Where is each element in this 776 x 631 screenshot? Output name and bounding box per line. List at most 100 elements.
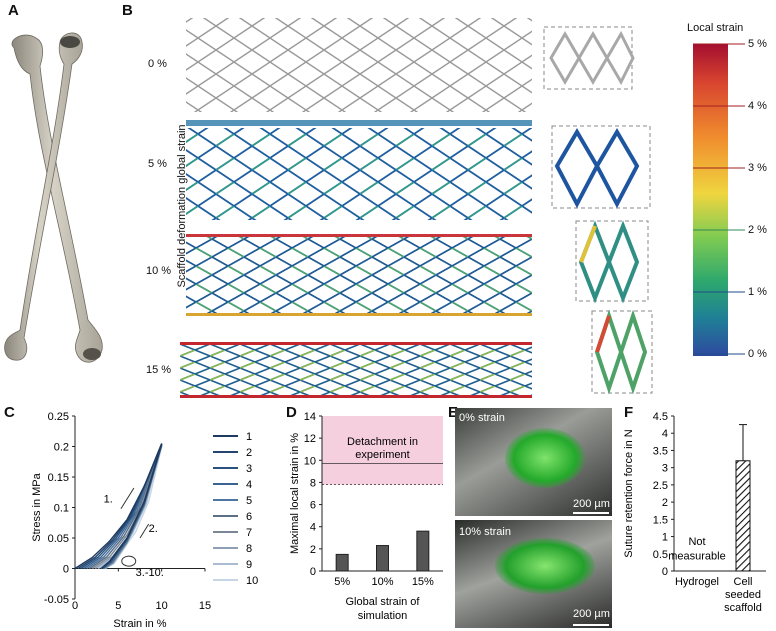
- crossed-bones-illustration: [4, 32, 103, 363]
- d-ytick-label: 12: [304, 433, 316, 445]
- c-xtick-label: 10: [156, 600, 168, 612]
- c-legend-label: 3: [246, 463, 252, 475]
- scalebar-label-top: 200 µm: [573, 498, 610, 510]
- d-detachment-band: [322, 416, 443, 485]
- d-xtick-label: 15%: [412, 576, 434, 588]
- c-xlabel: Strain in %: [113, 618, 166, 630]
- c-xtick-label: 5: [115, 600, 121, 612]
- d-band-label-2: experiment: [355, 449, 409, 461]
- colorbar-tick-1: 1 %: [748, 286, 767, 298]
- scalebar-label-bottom: 200 µm: [573, 608, 610, 620]
- d-ytick-label: 4: [310, 522, 316, 534]
- colorbar-tick-4: 4 %: [748, 100, 767, 112]
- d-ytick-label: 8: [310, 477, 316, 489]
- suture-retention-chart: 0 0.5 1 1.5 2 2.5 3 3.5 4 4.5 Hydrogel Cellseededsc…: [623, 411, 766, 614]
- f-xtick-label: seeded: [725, 589, 761, 601]
- d-band-label-1: Detachment in: [347, 436, 418, 448]
- c-legend-label: 6: [246, 511, 252, 523]
- panel-label-b: B: [122, 2, 133, 19]
- c-legend-label: 4: [246, 479, 252, 491]
- micrograph-label-10: 10% strain: [459, 526, 511, 538]
- c-arrow-1: [120, 487, 135, 509]
- f-bar: [735, 460, 751, 572]
- c-legend-label: 8: [246, 543, 252, 555]
- colorbar-gradient: [693, 44, 728, 356]
- c-series-cycle-5: [86, 444, 163, 570]
- c-ylabel: Stress in MPa: [31, 472, 43, 541]
- c-xtick-label: 15: [199, 600, 211, 612]
- c-series-cycle-1: [74, 443, 163, 570]
- d-xlabel-2: simulation: [358, 610, 408, 622]
- c-loop-mark: [121, 555, 137, 567]
- f-ytick-label: 1: [662, 532, 668, 544]
- f-ytick-label: 3: [662, 463, 668, 475]
- c-xtick-label: 0: [72, 600, 78, 612]
- colorbar-tick-3: 3 %: [748, 162, 767, 174]
- panel-label-e: E: [448, 404, 459, 421]
- c-annotation-1: 1.: [104, 494, 113, 506]
- mesh-0-percent: [186, 18, 532, 112]
- c-legend-label: 1: [246, 431, 252, 443]
- mesh-5-percent: [186, 128, 532, 220]
- f-ytick-label: 1.5: [653, 514, 668, 526]
- bone-joint-shadow: [60, 36, 80, 48]
- c-legend-label: 7: [246, 527, 252, 539]
- d-ytick-label: 2: [310, 544, 316, 556]
- c-annotation-2: 2.: [149, 523, 158, 535]
- panel-label-a: A: [8, 2, 19, 19]
- mesh-15-percent: [180, 344, 532, 396]
- c-legend-label: 9: [246, 559, 252, 571]
- colorbar-tick-2: 2 %: [748, 224, 767, 236]
- c-ytick-label: -0.05: [44, 594, 69, 606]
- row-label-15: 15 %: [146, 364, 172, 376]
- f-xtick-label: Cell: [734, 576, 753, 588]
- d-ytick-label: 10: [304, 455, 316, 467]
- panel-label-f: F: [624, 404, 634, 421]
- f-ylabel: Suture retention force in N: [623, 429, 635, 557]
- f-not-measurable-1: Not: [688, 536, 705, 548]
- f-ytick-label: 2.5: [653, 480, 668, 492]
- micrograph-10-percent: 10% strain 200 µm: [455, 520, 612, 628]
- f-not-measurable-2: measurable: [668, 551, 725, 563]
- colorbar-tick-5: 5 %: [748, 38, 767, 50]
- scalebar-top: [573, 512, 609, 514]
- c-ytick-label: 0.15: [48, 472, 69, 484]
- c-ytick-label: 0.25: [48, 411, 69, 423]
- d-bar: [376, 545, 389, 572]
- mesh-10-percent: [186, 236, 532, 314]
- c-legend-label: 2: [246, 447, 252, 459]
- f-ytick-label: 4: [662, 428, 668, 440]
- row-label-5: 5 %: [148, 158, 167, 170]
- f-ytick-label: 3.5: [653, 445, 668, 457]
- d-ytick-label: 0: [310, 566, 316, 578]
- colorbar-title: Local strain: [687, 22, 744, 34]
- colorbar-tick-0: 0 %: [748, 348, 767, 360]
- scaffold-meshes: [180, 18, 532, 398]
- d-xtick-label: 10%: [371, 576, 393, 588]
- f-xtick-label: Hydrogel: [675, 576, 719, 588]
- zoom-insets: [543, 26, 653, 395]
- d-bar: [416, 530, 430, 572]
- d-ytick-label: 14: [304, 411, 316, 423]
- colorbar-ticks: [693, 43, 745, 355]
- f-xtick-label: scaffold: [724, 602, 762, 614]
- row-label-10: 10 %: [146, 265, 172, 277]
- row-label-0: 0 %: [148, 58, 167, 70]
- c-legend-label: 5: [246, 495, 252, 507]
- d-bar: [335, 553, 349, 572]
- panel-label-c: C: [4, 404, 15, 421]
- c-ytick-label: 0.2: [54, 442, 69, 454]
- micrograph-label-0: 0% strain: [459, 412, 505, 424]
- f-ytick-label: 2: [662, 497, 668, 509]
- scalebar-bottom: [573, 624, 609, 626]
- c-ytick-label: 0.1: [54, 503, 69, 515]
- panel-label-d: D: [286, 404, 297, 421]
- d-xtick-label: 5%: [334, 576, 350, 588]
- c-annotation-3: 3.-10.: [136, 567, 164, 579]
- c-ytick-label: 0: [63, 564, 69, 576]
- f-ytick-label: 0: [662, 566, 668, 578]
- c-legend-label: 10: [246, 575, 258, 587]
- d-xlabel-1: Global strain of: [346, 596, 421, 608]
